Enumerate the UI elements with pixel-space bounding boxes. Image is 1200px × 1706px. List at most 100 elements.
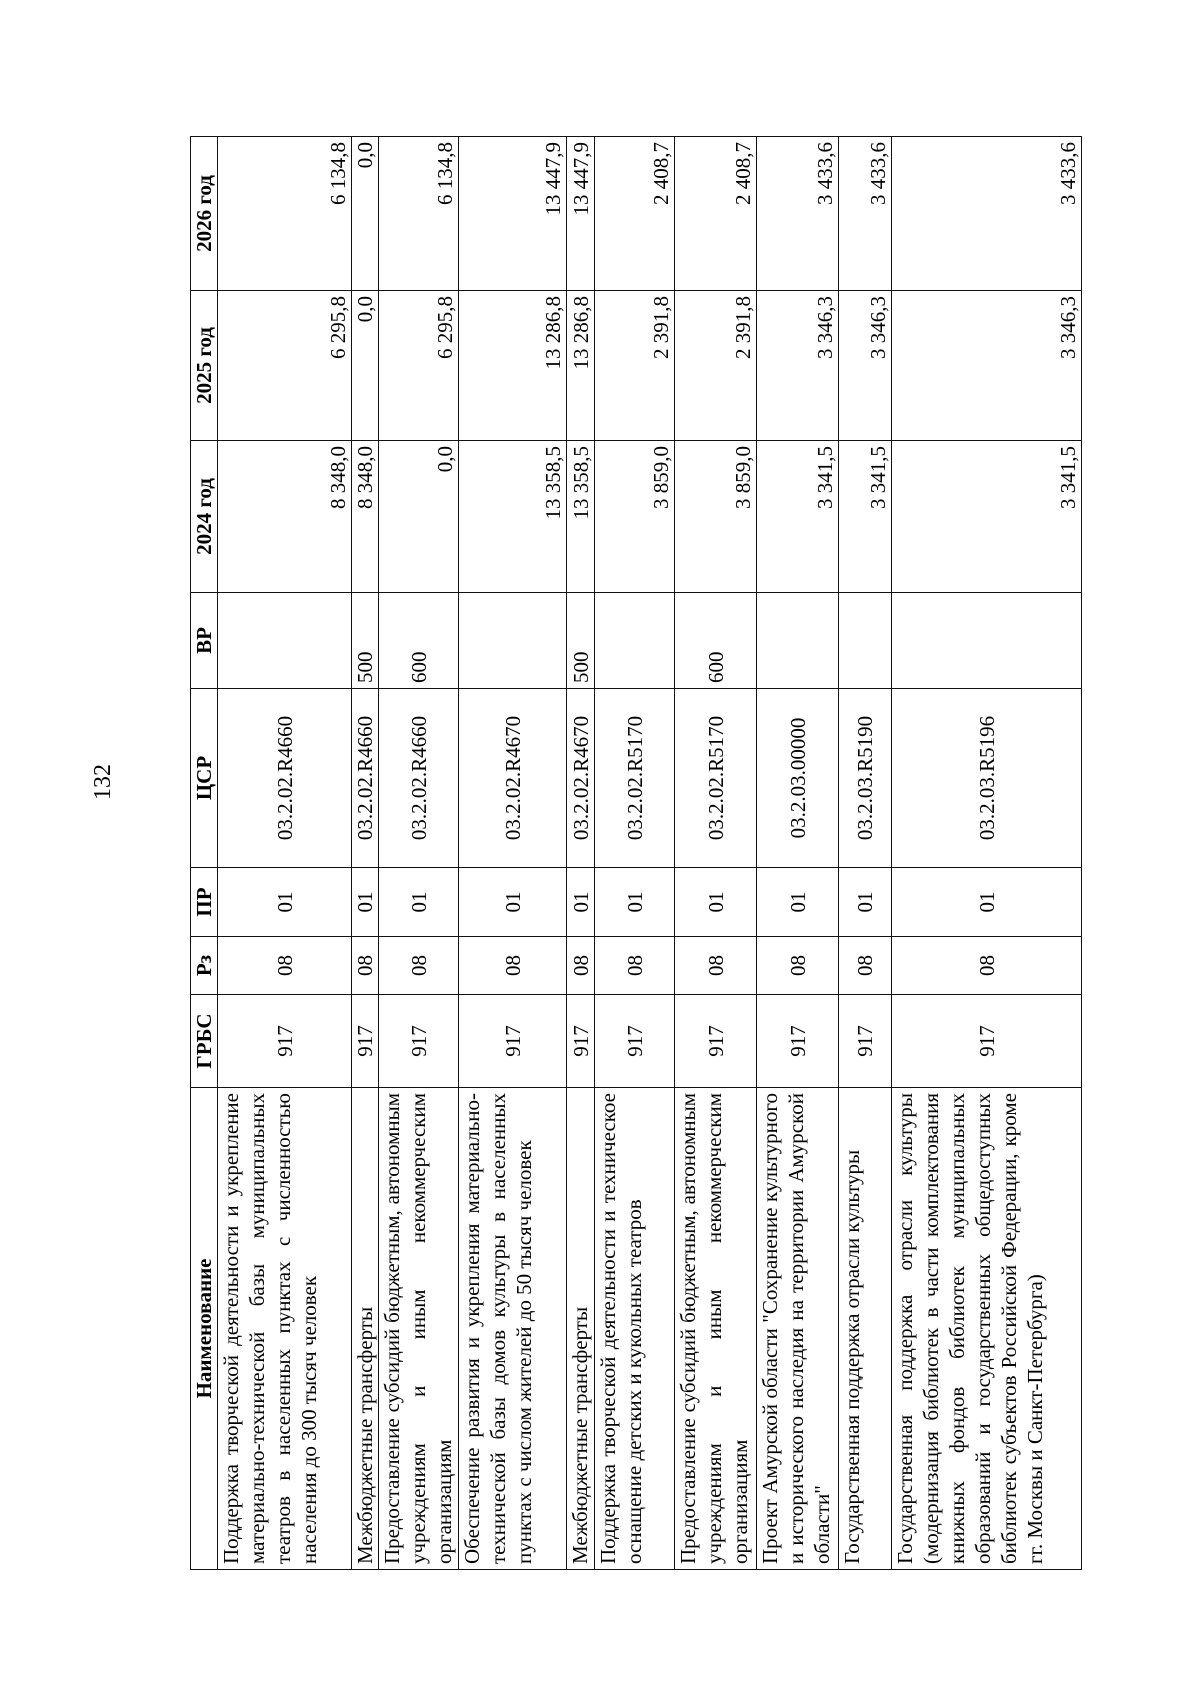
- cell-2025: 0,0: [351, 290, 379, 441]
- cell-rz: 08: [891, 936, 1082, 995]
- cell-grbs: 917: [458, 994, 567, 1088]
- cell-vr: [891, 592, 1082, 689]
- cell-name: Межбюджетные трансферты: [351, 1087, 379, 1570]
- header-rz: Рз: [190, 936, 218, 995]
- cell-2024: 0,0: [378, 440, 459, 593]
- cell-name: Проект Амурской области "Сохранение куль…: [756, 1087, 839, 1570]
- cell-rz: 08: [756, 936, 839, 995]
- cell-2024: 13 358,5: [566, 440, 595, 593]
- cell-pr: 01: [351, 867, 379, 937]
- cell-csr: 03.2.03.R5190: [838, 688, 892, 868]
- header-vr: ВР: [190, 592, 218, 689]
- cell-grbs: 917: [756, 994, 839, 1088]
- header-row: Наименование ГРБС Рз ПР ЦСР ВР 2024 год …: [190, 136, 218, 1570]
- cell-pr: 01: [891, 867, 1082, 937]
- cell-csr: 03.2.02.R4660: [351, 688, 379, 868]
- cell-csr: 03.2.02.R4670: [458, 688, 567, 868]
- cell-rz: 08: [458, 936, 567, 995]
- cell-2026: 6 134,8: [378, 136, 459, 291]
- budget-table-rotated: Наименование ГРБС Рз ПР ЦСР ВР 2024 год …: [190, 136, 1082, 1570]
- cell-vr: [594, 592, 675, 689]
- cell-grbs: 917: [351, 994, 379, 1088]
- cell-name: Государственная поддержка отрасли культу…: [838, 1087, 892, 1570]
- cell-2025: 13 286,8: [458, 290, 567, 441]
- cell-vr: 600: [378, 592, 459, 689]
- cell-2026: 6 134,8: [217, 136, 352, 291]
- header-name: Наименование: [190, 1087, 218, 1570]
- table-row: Проект Амурской области "Сохранение куль…: [756, 136, 839, 1570]
- cell-grbs: 917: [217, 994, 352, 1088]
- cell-2025: 3 346,3: [756, 290, 839, 441]
- cell-grbs: 917: [378, 994, 459, 1088]
- cell-2024: 3 859,0: [674, 440, 757, 593]
- header-csr: ЦСР: [190, 688, 218, 868]
- cell-csr: 03.2.02.R4660: [378, 688, 459, 868]
- cell-2025: 2 391,8: [674, 290, 757, 441]
- cell-vr: 500: [351, 592, 379, 689]
- cell-2025: 3 346,3: [838, 290, 892, 441]
- cell-vr: [458, 592, 567, 689]
- table-row: Предоставление субсидий бюджетным, автон…: [674, 136, 757, 1570]
- cell-rz: 08: [838, 936, 892, 995]
- table-row: Обеспечение развития и укрепления матери…: [458, 136, 567, 1570]
- header-2025: 2025 год: [190, 290, 218, 441]
- cell-rz: 08: [674, 936, 757, 995]
- cell-2024: 3 341,5: [891, 440, 1082, 593]
- cell-2026: 0,0: [351, 136, 379, 291]
- cell-rz: 08: [351, 936, 379, 995]
- cell-csr: 03.2.02.R4660: [217, 688, 352, 868]
- table-row: Поддержка творческой деятельности и укре…: [217, 136, 352, 1570]
- cell-pr: 01: [566, 867, 595, 937]
- cell-pr: 01: [594, 867, 675, 937]
- cell-csr: 03.2.02.R5170: [674, 688, 757, 868]
- cell-rz: 08: [594, 936, 675, 995]
- cell-pr: 01: [458, 867, 567, 937]
- cell-2024: 3 859,0: [594, 440, 675, 593]
- cell-2025: 13 286,8: [566, 290, 595, 441]
- cell-name: Обеспечение развития и укрепления матери…: [458, 1087, 567, 1570]
- cell-2024: 13 358,5: [458, 440, 567, 593]
- cell-csr: 03.2.03.00000: [756, 688, 839, 868]
- cell-2026: 13 447,9: [566, 136, 595, 291]
- cell-csr: 03.2.02.R5170: [594, 688, 675, 868]
- cell-2025: 2 391,8: [594, 290, 675, 441]
- cell-2026: 3 433,6: [838, 136, 892, 291]
- cell-pr: 01: [756, 867, 839, 937]
- cell-grbs: 917: [674, 994, 757, 1088]
- cell-2025: 3 346,3: [891, 290, 1082, 441]
- cell-2026: 3 433,6: [891, 136, 1082, 291]
- cell-name: Предоставление субсидий бюджетным, автон…: [674, 1087, 757, 1570]
- cell-name: Поддержка творческой деятельности и укре…: [217, 1087, 352, 1570]
- header-grbs: ГРБС: [190, 994, 218, 1088]
- cell-2025: 6 295,8: [378, 290, 459, 441]
- cell-vr: 500: [566, 592, 595, 689]
- cell-rz: 08: [217, 936, 352, 995]
- cell-2026: 13 447,9: [458, 136, 567, 291]
- table-row: Поддержка творческой деятельности и техн…: [594, 136, 675, 1570]
- cell-vr: [217, 592, 352, 689]
- cell-grbs: 917: [838, 994, 892, 1088]
- cell-csr: 03.2.03.R5196: [891, 688, 1082, 868]
- header-2026: 2026 год: [190, 136, 218, 291]
- cell-grbs: 917: [891, 994, 1082, 1088]
- cell-csr: 03.2.02.R4670: [566, 688, 595, 868]
- cell-grbs: 917: [566, 994, 595, 1088]
- cell-pr: 01: [838, 867, 892, 937]
- cell-2024: 8 348,0: [351, 440, 379, 593]
- budget-table: Наименование ГРБС Рз ПР ЦСР ВР 2024 год …: [190, 136, 1082, 1570]
- cell-vr: [838, 592, 892, 689]
- cell-name: Межбюджетные трансферты: [566, 1087, 595, 1570]
- cell-2024: 8 348,0: [217, 440, 352, 593]
- table-row: Государственная поддержка отрасли культу…: [891, 136, 1082, 1570]
- cell-name: Поддержка творческой деятельности и техн…: [594, 1087, 675, 1570]
- page-number: 132: [90, 764, 116, 800]
- cell-pr: 01: [378, 867, 459, 937]
- cell-name: Предоставление субсидий бюджетным, автон…: [378, 1087, 459, 1570]
- cell-2024: 3 341,5: [838, 440, 892, 593]
- cell-2025: 6 295,8: [217, 290, 352, 441]
- cell-rz: 08: [566, 936, 595, 995]
- table-row: Предоставление субсидий бюджетным, автон…: [378, 136, 459, 1570]
- cell-vr: 600: [674, 592, 757, 689]
- cell-2026: 2 408,7: [594, 136, 675, 291]
- cell-2026: 2 408,7: [674, 136, 757, 291]
